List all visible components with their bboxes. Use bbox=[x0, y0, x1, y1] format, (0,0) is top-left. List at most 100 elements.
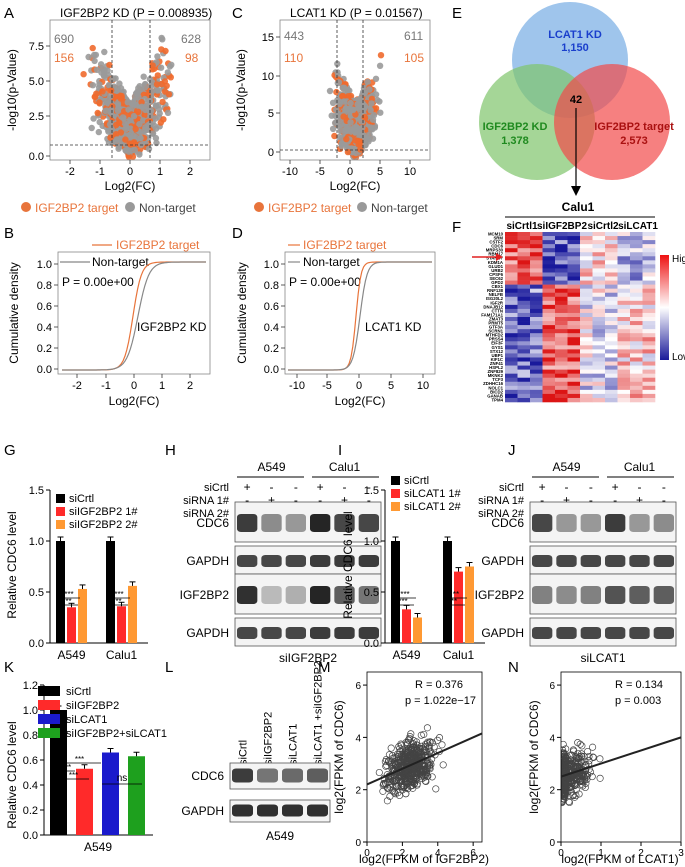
scatter-point bbox=[438, 741, 446, 749]
heatmap-cell bbox=[605, 232, 618, 237]
heatmap-cell bbox=[505, 276, 518, 281]
band bbox=[556, 627, 577, 639]
heatmap-cell-line: Calu1 bbox=[562, 200, 595, 214]
y-tick-label: 15 bbox=[262, 32, 274, 44]
heatmap-cell bbox=[567, 260, 581, 265]
panel-c-xlabel: Log2(FC) bbox=[330, 179, 381, 193]
nontarget-point bbox=[121, 119, 128, 126]
y-tick-label: 1.0 bbox=[23, 705, 38, 717]
band bbox=[285, 627, 306, 639]
gene-label: DNAJB12 bbox=[483, 304, 503, 309]
heatmap-cell bbox=[505, 284, 518, 289]
heatmap-cell bbox=[605, 325, 618, 330]
gene-label: SEC62 bbox=[489, 276, 503, 281]
heatmap-cell bbox=[642, 321, 656, 326]
target-point bbox=[331, 132, 338, 140]
y-tick-label: 1.0 bbox=[264, 259, 279, 271]
sign-label: - bbox=[662, 480, 666, 494]
heatmap-cell bbox=[555, 317, 568, 322]
heatmap-cell bbox=[580, 308, 593, 314]
x-tick-label: -5 bbox=[315, 166, 325, 178]
bar bbox=[454, 571, 463, 643]
scatter-point bbox=[571, 752, 579, 761]
heatmap-cell bbox=[605, 288, 618, 294]
panel-c-title: LCAT1 KD (P = 0.01567) bbox=[290, 6, 423, 20]
scatter-point bbox=[596, 755, 604, 763]
heatmap-cell bbox=[542, 329, 556, 334]
heatmap-cell bbox=[642, 304, 656, 310]
nontarget-point bbox=[152, 115, 159, 122]
heatmap-cell bbox=[542, 240, 556, 245]
target-point bbox=[122, 136, 129, 143]
target-point bbox=[89, 44, 96, 52]
heatmap-cell bbox=[580, 333, 593, 338]
heatmap-cell bbox=[580, 329, 593, 334]
heatmap-cell bbox=[580, 361, 593, 366]
target-point bbox=[357, 146, 364, 153]
nontarget-point bbox=[113, 87, 120, 95]
scatter-point bbox=[412, 776, 420, 784]
heatmap-cell bbox=[580, 321, 593, 326]
venn-center-count: 42 bbox=[570, 94, 582, 106]
venn-arrow-head bbox=[571, 186, 581, 196]
blot-membrane bbox=[234, 617, 382, 647]
heatmap-cell bbox=[642, 312, 656, 318]
panel-n-p: p = 0.003 bbox=[615, 695, 661, 707]
heatmap-cell bbox=[642, 397, 656, 403]
sig-stars: *** bbox=[69, 771, 78, 780]
heatmap-cell bbox=[505, 260, 518, 265]
nontarget-point bbox=[371, 124, 378, 131]
scatter-point bbox=[379, 787, 387, 795]
nontarget-point bbox=[168, 61, 175, 68]
treatment-label: siRNA 1# bbox=[183, 495, 230, 507]
target-point bbox=[127, 141, 134, 148]
heatmap-cell bbox=[567, 304, 581, 310]
sign-label: - bbox=[294, 493, 298, 507]
target-point bbox=[141, 111, 148, 119]
target-point bbox=[149, 62, 156, 69]
heatmap-cell bbox=[580, 341, 593, 346]
venn-lcat1-count: 1,150 bbox=[561, 42, 589, 54]
x-tick-label: 4 bbox=[435, 848, 441, 859]
heatmap-cell bbox=[542, 357, 556, 362]
heatmap-cell bbox=[605, 329, 618, 334]
heatmap-cell bbox=[605, 296, 618, 302]
heatmap-cell bbox=[605, 385, 618, 391]
heatmap-cell bbox=[555, 369, 568, 374]
nontarget-point bbox=[372, 91, 380, 98]
blot-membrane bbox=[229, 799, 331, 823]
heatmap-cell bbox=[642, 357, 656, 362]
band bbox=[257, 768, 278, 783]
heatmap-cell bbox=[505, 240, 518, 245]
scatter-point bbox=[405, 736, 413, 744]
heatmap-cell bbox=[630, 284, 643, 289]
heatmap-cell bbox=[592, 337, 606, 342]
heatmap-cell bbox=[517, 397, 531, 403]
x-tick-label: 2 bbox=[400, 848, 406, 859]
scatter-point bbox=[570, 747, 578, 755]
heatmap-cell bbox=[592, 389, 606, 395]
heatmap-cell bbox=[592, 377, 606, 383]
gene-label: TCF3 bbox=[492, 377, 503, 382]
heatmap-cell bbox=[567, 292, 581, 298]
heatmap-cell bbox=[505, 321, 518, 326]
heatmap-cell bbox=[630, 272, 643, 277]
heatmap-cell bbox=[567, 248, 581, 253]
heatmap-cell bbox=[642, 232, 656, 237]
x-tick-label: -1 bbox=[101, 380, 111, 392]
gene-label: ISG20L2 bbox=[486, 296, 504, 301]
nontarget-point bbox=[145, 145, 153, 152]
sig-stars: *** bbox=[62, 597, 71, 606]
y-tick-label: 0 bbox=[355, 838, 361, 849]
panel-b-legend-target: IGF2BP2 target bbox=[116, 238, 200, 252]
scatter-point bbox=[579, 782, 587, 790]
band bbox=[334, 514, 355, 532]
heatmap-cell bbox=[567, 357, 581, 362]
heatmap-cell bbox=[530, 296, 543, 302]
nontarget-point bbox=[136, 151, 143, 158]
legend-swatch bbox=[38, 686, 60, 696]
scatter-point bbox=[562, 757, 570, 765]
nontarget-point bbox=[164, 109, 172, 117]
